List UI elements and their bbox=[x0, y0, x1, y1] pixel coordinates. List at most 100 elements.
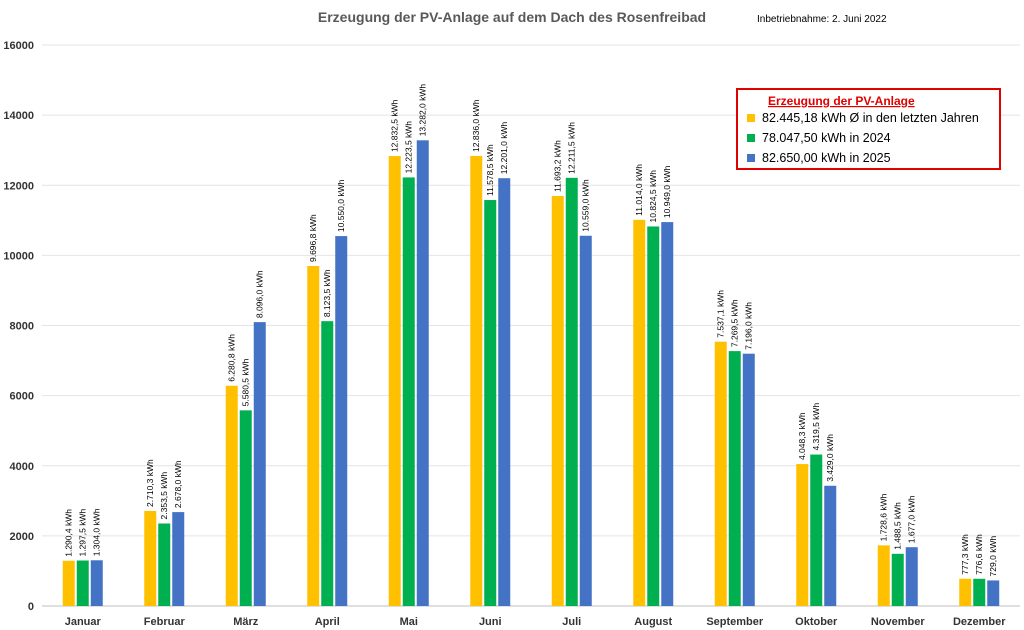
y-tick-label: 12000 bbox=[3, 180, 34, 192]
bar bbox=[90, 560, 103, 606]
legend-label: 78.047,50 kWh in 2024 bbox=[762, 131, 891, 145]
bar bbox=[239, 410, 252, 606]
bar bbox=[225, 385, 238, 606]
legend-label: 82.445,18 kWh Ø in den letzten Jahren bbox=[762, 111, 979, 125]
data-label: 729,0 kWh bbox=[988, 536, 998, 577]
data-label: 1.677,0 kWh bbox=[907, 495, 917, 543]
bar bbox=[810, 454, 823, 606]
bar bbox=[172, 512, 185, 606]
bar bbox=[579, 235, 592, 606]
x-tick-label: Oktober bbox=[795, 616, 838, 628]
data-label: 2.353,5 kWh bbox=[159, 471, 169, 519]
y-tick-label: 4000 bbox=[10, 461, 34, 473]
data-label: 9.696,8 kWh bbox=[308, 214, 318, 262]
legend: Erzeugung der PV-Anlage 82.445,18 kWh Ø … bbox=[736, 88, 1001, 170]
bar bbox=[144, 510, 157, 606]
y-tick-label: 8000 bbox=[10, 321, 34, 333]
x-tick-label: Mai bbox=[400, 616, 418, 628]
x-tick-label: August bbox=[634, 616, 672, 628]
bar bbox=[565, 177, 578, 606]
bar bbox=[158, 523, 171, 606]
bar bbox=[484, 200, 497, 606]
x-tick-label: März bbox=[233, 616, 259, 628]
legend-label: 82.650,00 kWh in 2025 bbox=[762, 151, 891, 165]
data-label: 11.014,0 kWh bbox=[634, 164, 644, 216]
chart-title: Erzeugung der PV-Anlage auf dem Dach des… bbox=[318, 9, 706, 25]
data-label: 2.710,3 kWh bbox=[145, 459, 155, 507]
bar bbox=[905, 547, 918, 606]
y-tick-label: 2000 bbox=[10, 531, 34, 543]
data-label: 12.223,5 kWh bbox=[404, 121, 414, 174]
data-label: 1.290,4 kWh bbox=[64, 509, 74, 557]
bar bbox=[714, 341, 727, 606]
bar bbox=[891, 553, 904, 606]
bar bbox=[877, 545, 890, 606]
data-label: 776,6 kWh bbox=[974, 534, 984, 575]
data-label: 4.048,3 kWh bbox=[797, 412, 807, 460]
y-tick-label: 0 bbox=[28, 601, 34, 613]
data-label: 10.559,0 kWh bbox=[581, 179, 591, 232]
gridlines bbox=[42, 44, 1020, 607]
chart-subtitle: Inbetriebnahme: 2. Juni 2022 bbox=[757, 14, 887, 25]
data-label: 3.429,0 kWh bbox=[825, 434, 835, 482]
data-label: 13.282,0 kWh bbox=[418, 84, 428, 137]
bars: 1.290,4 kWh 1.297,5 kWh 1.304,0 kWh 2.710,3… bbox=[62, 84, 1000, 607]
data-label: 1.297,5 kWh bbox=[78, 509, 88, 557]
legend-title: Erzeugung der PV-Anlage bbox=[768, 94, 915, 108]
data-label: 6.280,8 kWh bbox=[227, 334, 237, 382]
bar bbox=[551, 196, 564, 606]
data-label: 12.211,5 kWh bbox=[567, 122, 577, 174]
bar bbox=[661, 222, 674, 606]
data-label: 8.096,0 kWh bbox=[255, 270, 265, 318]
bar bbox=[76, 560, 89, 606]
y-axis: 0 2000 4000 6000 8000 10000 12000 14000 16000 bbox=[3, 40, 34, 613]
bar bbox=[728, 351, 741, 606]
x-tick-label: September bbox=[706, 616, 764, 628]
bar bbox=[973, 578, 986, 606]
bar bbox=[987, 580, 1000, 606]
bar bbox=[498, 178, 511, 606]
bar bbox=[416, 140, 429, 607]
data-label: 4.319,5 kWh bbox=[811, 403, 821, 451]
x-tick-label: Juli bbox=[562, 616, 581, 628]
data-label: 10.550,0 kWh bbox=[336, 179, 346, 232]
data-label: 8.123,5 kWh bbox=[322, 269, 332, 317]
bar bbox=[388, 156, 401, 606]
data-label: 7.269,5 kWh bbox=[730, 299, 740, 347]
bar bbox=[62, 560, 75, 606]
data-label: 11.693,2 kWh bbox=[553, 140, 563, 192]
y-tick-label: 14000 bbox=[3, 110, 34, 122]
data-label: 777,3 kWh bbox=[960, 534, 970, 575]
x-axis: Januar Februar März April Mai Juni Juli August S… bbox=[65, 616, 1007, 628]
data-label: 10.824,5 kWh bbox=[648, 170, 658, 223]
data-label: 1.304,0 kWh bbox=[92, 508, 102, 556]
x-tick-label: Januar bbox=[65, 616, 102, 628]
bar bbox=[647, 226, 660, 606]
legend-swatch bbox=[747, 114, 755, 122]
data-label: 5.580,5 kWh bbox=[241, 358, 251, 406]
bar bbox=[796, 464, 809, 606]
legend-swatch bbox=[747, 154, 755, 162]
bar bbox=[335, 236, 348, 606]
data-label: 12.201,0 kWh bbox=[499, 121, 509, 174]
data-label: 11.578,5 kWh bbox=[485, 144, 495, 196]
x-tick-label: April bbox=[315, 616, 340, 628]
bar bbox=[253, 322, 266, 606]
bar bbox=[742, 353, 755, 606]
y-tick-label: 16000 bbox=[3, 40, 34, 52]
data-label: 12.836,0 kWh bbox=[471, 99, 481, 152]
data-label: 7.537,1 kWh bbox=[716, 290, 726, 338]
y-tick-label: 10000 bbox=[3, 250, 34, 262]
data-label: 2.678,0 kWh bbox=[173, 460, 183, 508]
x-tick-label: Juni bbox=[479, 616, 502, 628]
x-tick-label: November bbox=[871, 616, 926, 628]
legend-swatch bbox=[747, 134, 755, 142]
data-label: 7.196,0 kWh bbox=[744, 302, 754, 350]
x-tick-label: Dezember bbox=[953, 616, 1006, 628]
data-label: 1.728,6 kWh bbox=[879, 493, 889, 541]
bar bbox=[824, 485, 837, 606]
legend-box bbox=[736, 88, 1001, 170]
bar bbox=[321, 321, 334, 606]
bar bbox=[959, 578, 972, 606]
